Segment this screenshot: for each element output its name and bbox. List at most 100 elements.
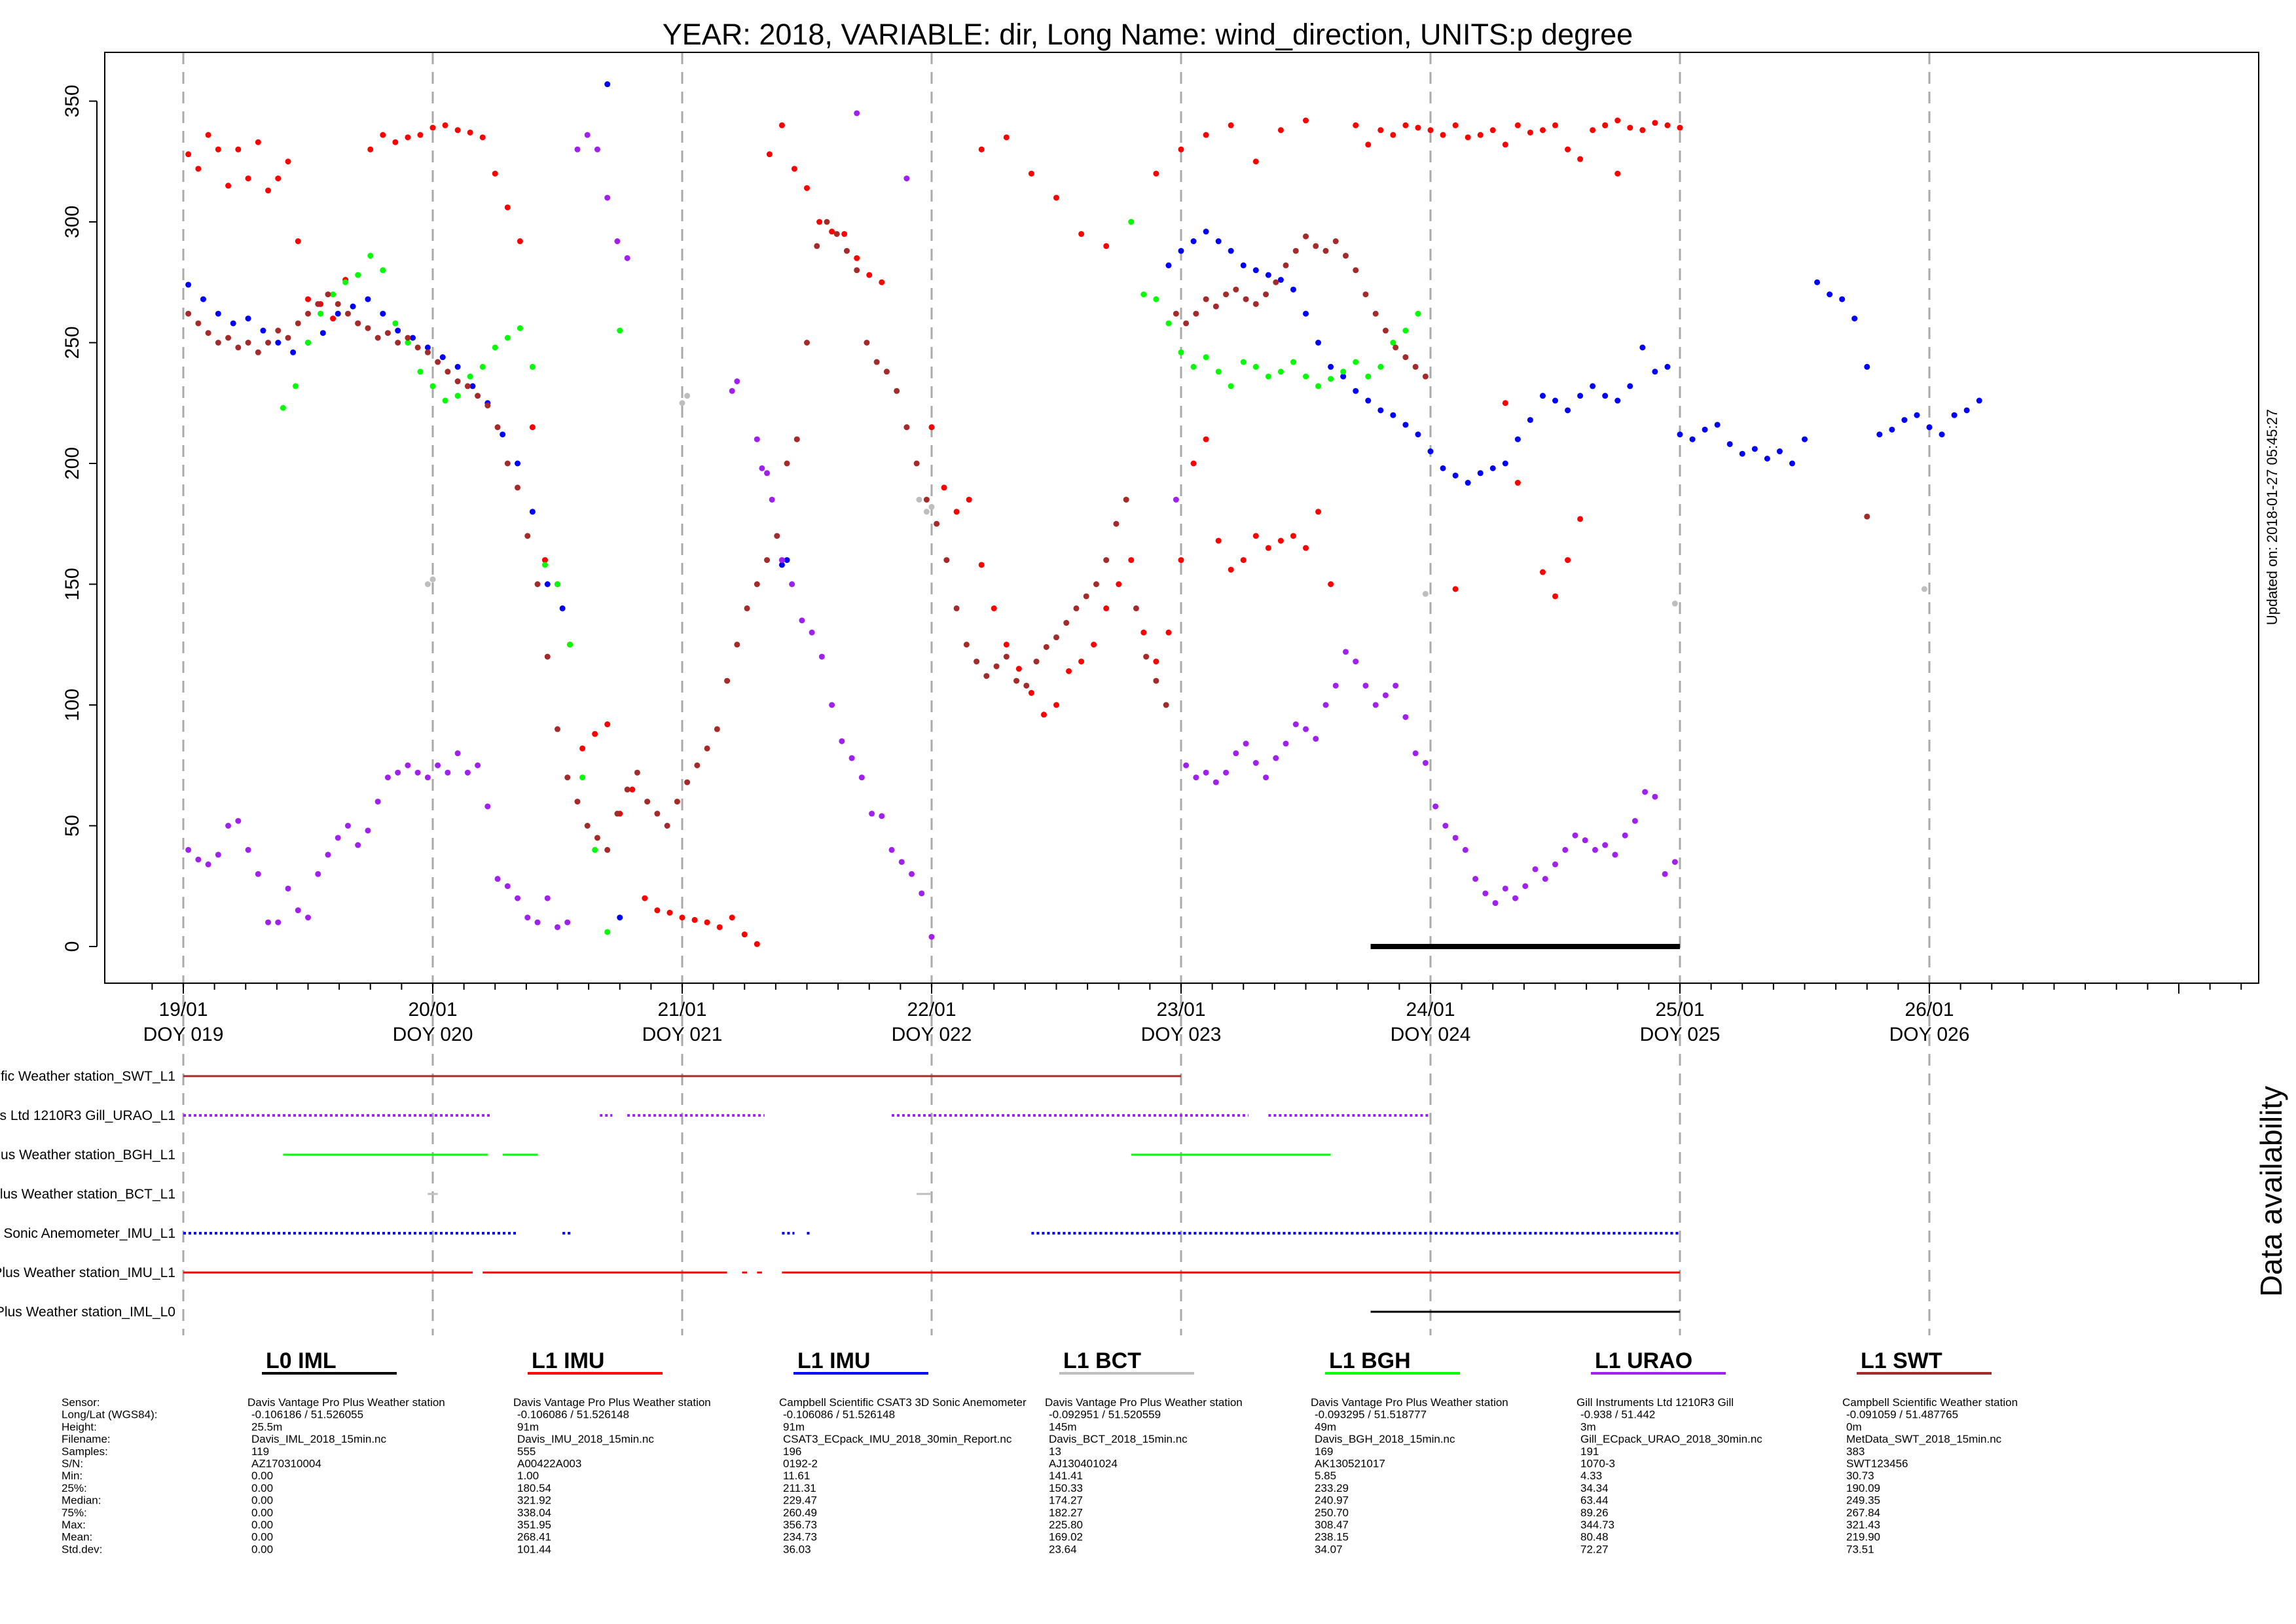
data-point <box>479 134 486 141</box>
data-point <box>380 267 386 274</box>
data-point <box>1053 702 1059 708</box>
data-point <box>1764 456 1770 462</box>
data-point <box>829 702 835 708</box>
data-point <box>424 349 431 355</box>
meta-value: 225.80 <box>1049 1519 1083 1531</box>
data-point <box>854 110 860 117</box>
data-point <box>319 330 326 336</box>
data-point <box>1921 586 1927 592</box>
data-point <box>365 296 371 302</box>
data-point <box>978 562 985 568</box>
data-point <box>928 424 935 431</box>
data-point <box>604 81 611 88</box>
day-gridlines <box>182 52 1931 1335</box>
availability-label: Davis Vantage Pro Plus Weather station_B… <box>0 1187 175 1202</box>
data-point <box>454 127 461 134</box>
data-point <box>704 745 710 751</box>
data-point <box>245 340 251 346</box>
data-point <box>1514 436 1521 442</box>
data-point <box>684 393 691 399</box>
meta-value: 91m <box>783 1420 805 1433</box>
data-point <box>691 916 698 923</box>
data-point <box>1165 629 1172 636</box>
data-point <box>215 310 221 317</box>
meta-value: 229.47 <box>783 1494 817 1507</box>
meta-value: 101.44 <box>517 1543 551 1555</box>
data-point <box>1183 320 1190 327</box>
data-point <box>804 340 810 346</box>
data-point <box>1173 310 1179 317</box>
data-point <box>1103 557 1110 564</box>
data-point <box>1577 516 1584 522</box>
availability-label: Campbell Scientific CSAT3 3D Sonic Anemo… <box>0 1226 175 1241</box>
data-point <box>235 146 242 153</box>
data-point <box>567 641 574 648</box>
data-point <box>674 799 680 805</box>
x-axis: 19/01 DOY 019 20/01 DOY 020 21/01 DOY 021 22/0… <box>143 983 2242 1045</box>
meta-label: Samples: <box>62 1445 108 1458</box>
meta-value: 169 <box>1315 1445 1333 1458</box>
data-point <box>1328 363 1334 370</box>
data-point <box>335 300 341 307</box>
data-point <box>1393 682 1399 689</box>
data-point <box>1303 310 1309 317</box>
data-point <box>185 310 192 317</box>
data-point <box>1263 774 1269 781</box>
data-point <box>684 779 691 785</box>
data-point <box>429 383 436 389</box>
data-point <box>764 557 771 564</box>
meta-value: 0.00 <box>251 1482 273 1494</box>
data-point <box>1165 320 1172 327</box>
data-point <box>285 158 291 165</box>
meta-value: 0.00 <box>251 1519 273 1531</box>
data-point <box>1622 832 1628 839</box>
data-point <box>1128 219 1135 225</box>
data-point <box>235 344 242 351</box>
data-point <box>909 871 915 877</box>
data-point <box>1362 682 1369 689</box>
meta-value: 49m <box>1315 1420 1336 1433</box>
data-point <box>1143 653 1150 660</box>
data-point <box>504 334 511 341</box>
data-point <box>1023 682 1030 689</box>
data-point <box>1203 132 1209 138</box>
data-point <box>1452 586 1459 592</box>
data-point <box>1083 593 1089 600</box>
meta-value: 351.95 <box>517 1519 551 1531</box>
data-point <box>1776 448 1783 455</box>
data-point <box>285 885 291 892</box>
data-point <box>1252 300 1259 307</box>
data-point <box>1552 397 1558 404</box>
data-point <box>464 769 471 776</box>
data-point <box>374 799 381 805</box>
y-tick-label: 200 <box>62 447 83 480</box>
data-point <box>1153 677 1159 684</box>
data-point <box>467 129 473 135</box>
data-point <box>1652 793 1658 800</box>
data-point <box>1671 600 1678 607</box>
data-point <box>1552 593 1558 600</box>
meta-value: 196 <box>783 1445 801 1458</box>
meta-label: Height: <box>62 1420 97 1433</box>
x-tick-date: 25/01 <box>1655 999 1704 1020</box>
meta-value: MetData_SWT_2018_15min.nc <box>1846 1433 2002 1445</box>
data-point <box>1814 279 1821 285</box>
data-point <box>1165 262 1172 268</box>
data-point <box>1315 509 1322 515</box>
data-point <box>791 166 797 172</box>
data-point <box>500 431 506 438</box>
data-point <box>424 774 431 781</box>
data-point <box>335 310 341 317</box>
data-point <box>1677 124 1683 131</box>
data-point <box>1864 363 1870 370</box>
data-point <box>584 823 591 829</box>
data-point <box>392 139 399 145</box>
data-point <box>1053 634 1059 641</box>
meta-value: 0.00 <box>251 1470 273 1482</box>
data-point <box>1252 363 1259 370</box>
meta-value: 36.03 <box>783 1543 811 1555</box>
data-point <box>265 919 272 926</box>
data-point <box>974 659 980 665</box>
data-point <box>604 846 611 853</box>
x-tick-doy: DOY 024 <box>1391 1024 1471 1045</box>
